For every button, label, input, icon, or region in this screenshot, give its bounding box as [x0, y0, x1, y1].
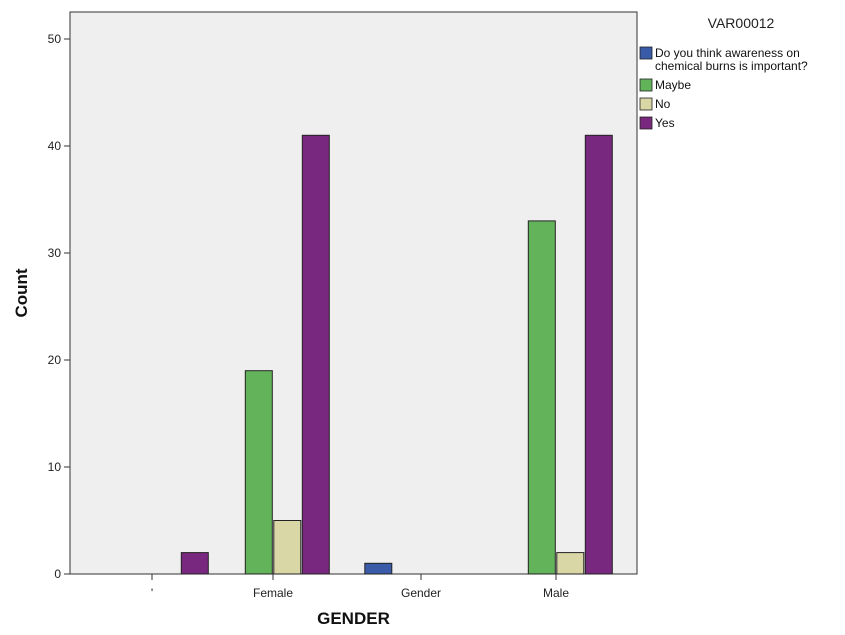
- legend-swatch: [639, 46, 653, 60]
- x-axis: ' Female Gender Male: [151, 574, 569, 600]
- bar-maybe-cat-3: [527, 220, 556, 575]
- y-tick-label: 50: [48, 32, 62, 46]
- legend-label: Do you think awareness on: [655, 46, 800, 60]
- legend: VAR00012 Do you think awareness onchemic…: [639, 15, 808, 130]
- legend-label: Maybe: [655, 78, 691, 92]
- legend-swatch: [639, 78, 653, 92]
- y-tick-label: 40: [48, 139, 62, 153]
- y-axis: 0 10 20 30 40 50: [48, 32, 70, 581]
- x-tick-label: Male: [543, 586, 569, 600]
- y-tick-label: 20: [48, 353, 62, 367]
- bar-do-you-think-awareness-on-chemical-burns-is-important-cat-2: [364, 562, 393, 575]
- bar-yes-cat-1: [301, 134, 330, 575]
- legend-swatch: [639, 116, 653, 130]
- y-tick-label: 0: [54, 567, 61, 581]
- x-axis-title: GENDER: [317, 609, 390, 628]
- bar-no-cat-1: [273, 520, 302, 575]
- x-tick-label: Female: [253, 586, 293, 600]
- bars-group: [180, 134, 613, 575]
- legend-label: No: [655, 97, 671, 111]
- bar-yes-cat-3: [584, 134, 613, 575]
- legend-swatch: [639, 97, 653, 111]
- legend-label: Yes: [655, 116, 675, 130]
- bar-maybe-cat-1: [244, 370, 273, 575]
- y-tick-label: 30: [48, 246, 62, 260]
- legend-title: VAR00012: [708, 15, 775, 31]
- y-tick-label: 10: [48, 460, 62, 474]
- y-axis-title: Count: [12, 268, 31, 317]
- bar-yes-cat-0: [180, 552, 209, 575]
- legend-label: chemical burns is important?: [655, 59, 808, 73]
- x-tick-label: Gender: [401, 586, 441, 600]
- x-tick-label: ': [151, 586, 153, 600]
- bar-no-cat-3: [556, 552, 585, 575]
